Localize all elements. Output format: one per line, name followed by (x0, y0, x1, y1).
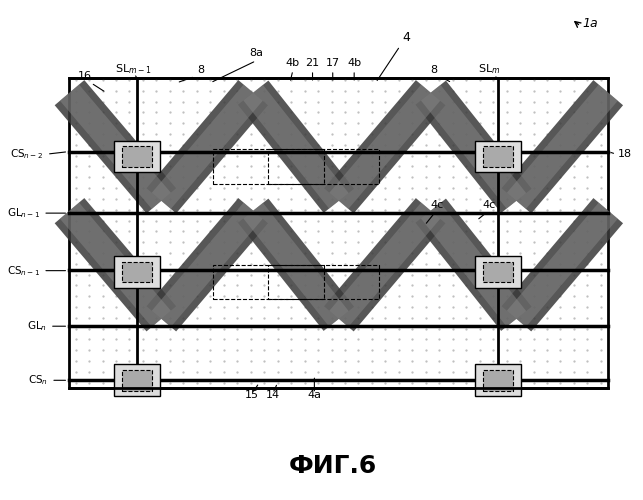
Text: 17: 17 (325, 58, 340, 68)
Text: SL$_m$: SL$_m$ (478, 62, 500, 76)
Text: CS$_n$: CS$_n$ (28, 374, 48, 387)
Bar (475, 140, 521, 172)
Text: GL$_{n-1}$: GL$_{n-1}$ (6, 206, 40, 220)
Text: 8: 8 (197, 65, 204, 75)
Bar (122, 262, 152, 282)
Bar (483, 262, 513, 282)
Bar (269, 264, 379, 299)
FancyBboxPatch shape (69, 78, 608, 388)
Bar (213, 264, 323, 299)
Text: 21: 21 (305, 58, 320, 68)
Text: 8: 8 (430, 65, 437, 75)
Bar (114, 364, 160, 396)
Text: 18: 18 (617, 149, 631, 159)
Text: 4c: 4c (430, 200, 444, 210)
Bar (114, 256, 160, 288)
Bar (475, 364, 521, 396)
Text: 16: 16 (78, 71, 92, 81)
Text: GL$_n$: GL$_n$ (27, 320, 47, 333)
Text: 1a: 1a (582, 18, 598, 30)
Text: ФИГ.6: ФИГ.6 (289, 454, 377, 478)
Bar (122, 370, 152, 390)
Text: 4b: 4b (347, 58, 361, 68)
Text: 4: 4 (403, 31, 410, 44)
Bar (483, 370, 513, 390)
Text: CS$_{n-2}$: CS$_{n-2}$ (10, 147, 44, 161)
Text: 8a: 8a (249, 48, 263, 58)
Text: 4a: 4a (307, 390, 322, 400)
Bar (114, 140, 160, 172)
Text: SL$_{m-1}$: SL$_{m-1}$ (115, 62, 152, 76)
Bar (475, 256, 521, 288)
Bar (213, 149, 323, 184)
Bar (122, 146, 152, 167)
Text: 15: 15 (245, 390, 259, 400)
Text: 4c: 4c (482, 200, 496, 210)
Text: CS$_{n-1}$: CS$_{n-1}$ (6, 264, 40, 278)
Text: 14: 14 (266, 390, 280, 400)
Bar (269, 149, 379, 184)
Text: 4b: 4b (286, 58, 300, 68)
Bar (483, 146, 513, 167)
